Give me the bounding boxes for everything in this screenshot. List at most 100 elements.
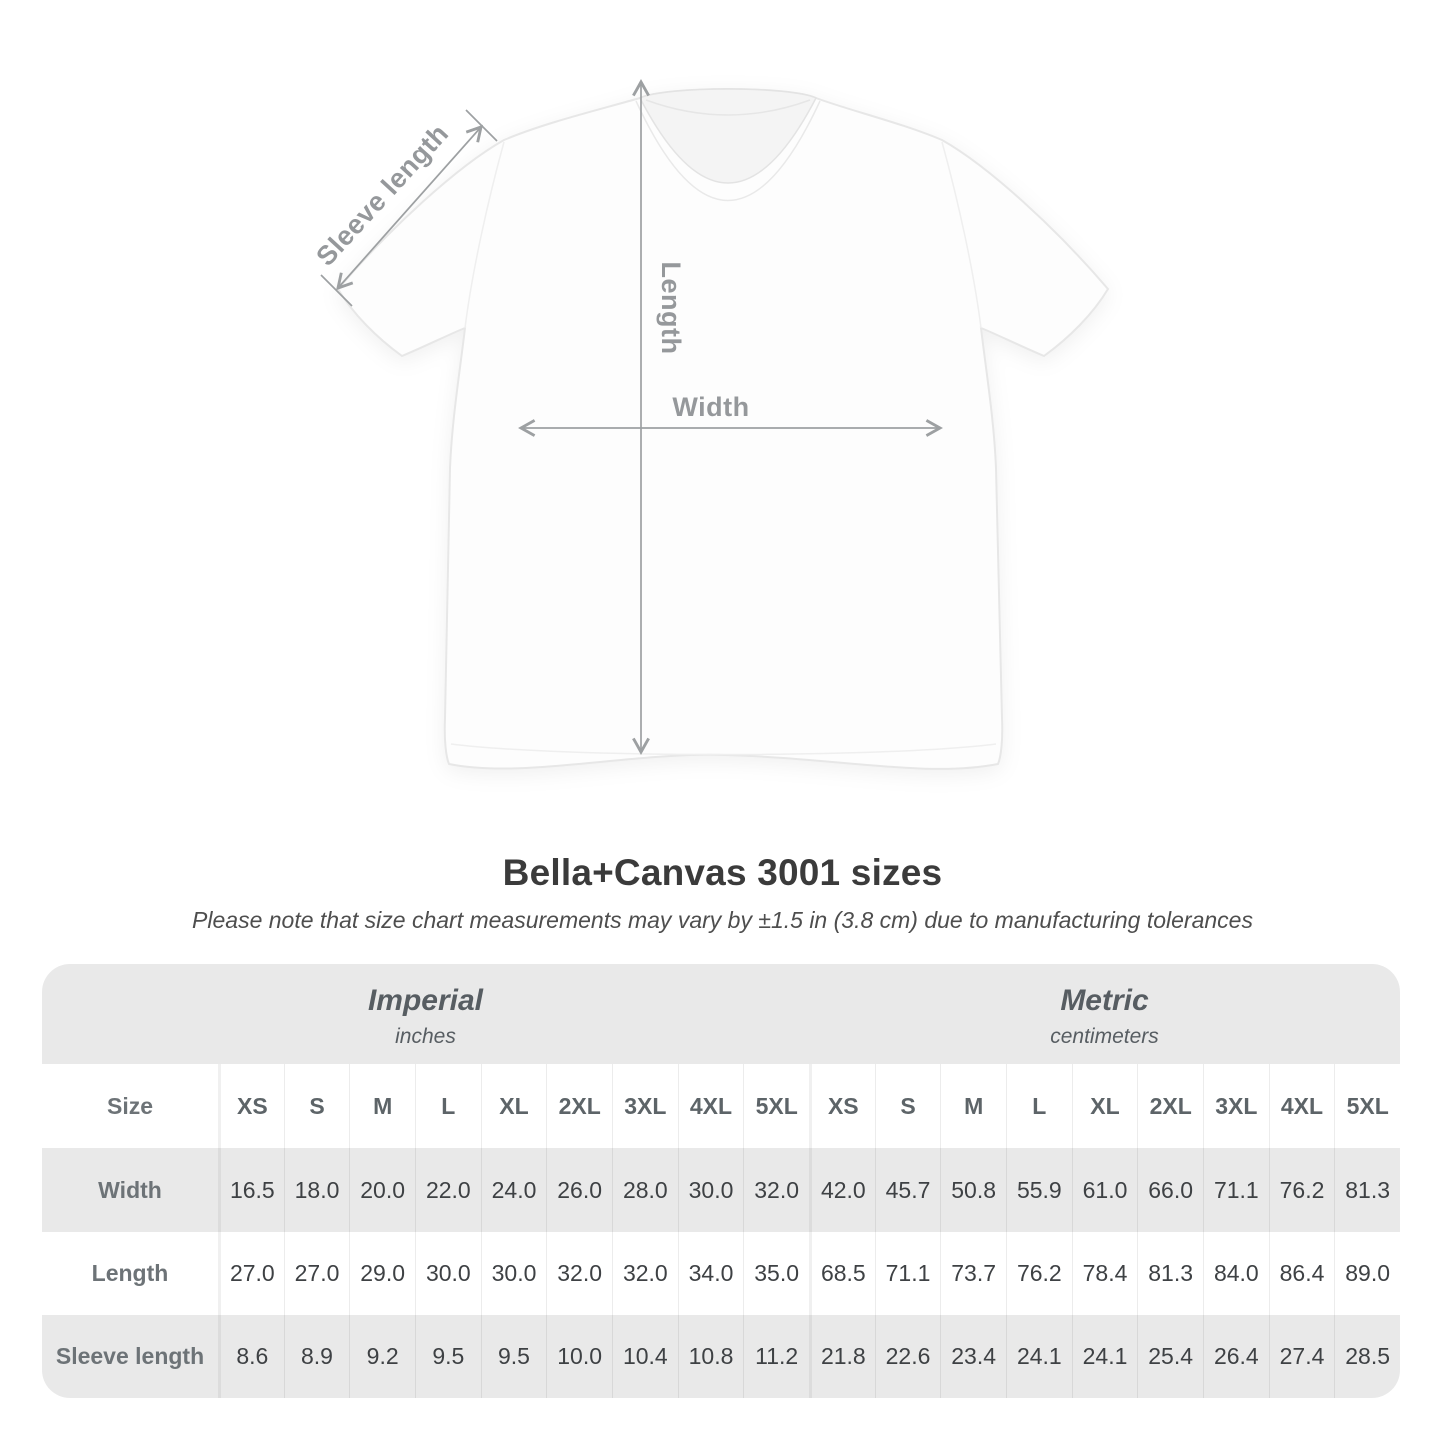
size-col-header: 5XL xyxy=(743,1064,809,1148)
row-sleeve-length: Sleeve length 8.6 8.9 9.2 9.5 9.5 10.0 10.4 10.… xyxy=(42,1315,1400,1398)
length-label: Length xyxy=(656,262,686,355)
value-cell: 81.3 xyxy=(1137,1232,1203,1315)
size-col-header: 3XL xyxy=(1202,1064,1269,1148)
value-cell: 30.0 xyxy=(677,1148,744,1232)
value-cell: 89.0 xyxy=(1334,1232,1400,1315)
collar-opening xyxy=(638,88,818,184)
collar-back-band xyxy=(645,99,811,116)
value-cell: 25.4 xyxy=(1137,1315,1203,1398)
metric-section-header: Metric centimeters xyxy=(809,964,1400,1064)
value-cell: 84.0 xyxy=(1202,1232,1269,1315)
value-cell: 27.0 xyxy=(283,1232,350,1315)
size-col-header: M xyxy=(940,1064,1006,1148)
width-label: Width xyxy=(672,392,749,422)
imperial-title: Imperial xyxy=(367,983,484,1017)
value-cell: 61.0 xyxy=(1071,1148,1138,1232)
value-cell: 68.5 xyxy=(808,1232,875,1315)
measurement-arrows xyxy=(320,79,943,755)
sleeve-arrow-end-tick-bottom xyxy=(320,274,353,307)
value-cell: 34.0 xyxy=(677,1232,744,1315)
value-cell: 30.0 xyxy=(414,1232,481,1315)
value-cell: 10.0 xyxy=(546,1315,612,1398)
value-cell: 30.0 xyxy=(480,1232,547,1315)
table-header-band: Imperial inches Metric centimeters xyxy=(42,964,1400,1064)
value-cell: 73.7 xyxy=(940,1232,1006,1315)
value-cell: 28.5 xyxy=(1334,1315,1400,1398)
size-col-header: XL xyxy=(480,1064,547,1148)
size-col-header: 2XL xyxy=(1137,1064,1203,1148)
value-cell: 76.2 xyxy=(1005,1232,1072,1315)
length-row-label: Length xyxy=(91,1260,169,1286)
value-cell: 10.8 xyxy=(677,1315,744,1398)
sleeve-length-arrow xyxy=(336,124,483,291)
value-cell: 86.4 xyxy=(1268,1232,1335,1315)
size-chart-table: Imperial inches Metric centimeters Size … xyxy=(42,964,1400,1398)
value-cell: 21.8 xyxy=(808,1315,875,1398)
value-cell: 32.0 xyxy=(611,1232,678,1315)
imperial-section-header: Imperial inches xyxy=(42,964,809,1064)
value-cell: 71.1 xyxy=(1202,1148,1269,1232)
value-cell: 32.0 xyxy=(546,1232,612,1315)
value-cell: 9.2 xyxy=(349,1315,415,1398)
value-cell: 22.0 xyxy=(414,1148,481,1232)
value-cell: 66.0 xyxy=(1137,1148,1203,1232)
size-col-header: XL xyxy=(1071,1064,1138,1148)
value-cell: 50.8 xyxy=(940,1148,1006,1232)
value-cell: 45.7 xyxy=(874,1148,941,1232)
value-cell: 26.0 xyxy=(546,1148,612,1232)
value-cell: 26.4 xyxy=(1202,1315,1269,1398)
value-cell: 71.1 xyxy=(874,1232,941,1315)
value-cell: 29.0 xyxy=(349,1232,415,1315)
size-col-header: 3XL xyxy=(611,1064,678,1148)
value-cell: 11.2 xyxy=(743,1315,809,1398)
value-cell: 35.0 xyxy=(743,1232,809,1315)
size-col-header: L xyxy=(1005,1064,1072,1148)
size-col-header: XS xyxy=(808,1064,875,1148)
imperial-unit: inches xyxy=(395,1024,456,1048)
size-col-header: 5XL xyxy=(1334,1064,1400,1148)
value-cell: 8.9 xyxy=(283,1315,350,1398)
armhole-seam-right xyxy=(941,141,982,329)
row-width: Width 16.5 18.0 20.0 22.0 24.0 26.0 28.0 30.0 32… xyxy=(42,1148,1400,1232)
size-col-header: S xyxy=(283,1064,350,1148)
value-cell: 76.2 xyxy=(1268,1148,1335,1232)
value-cell: 42.0 xyxy=(808,1148,875,1232)
metric-unit: centimeters xyxy=(1050,1024,1159,1048)
collar-front-seam xyxy=(635,100,821,201)
value-cell: 32.0 xyxy=(743,1148,809,1232)
value-cell: 24.1 xyxy=(1071,1315,1138,1398)
value-cell: 24.1 xyxy=(1005,1315,1072,1398)
value-cell: 28.0 xyxy=(611,1148,678,1232)
value-cell: 9.5 xyxy=(414,1315,481,1398)
size-col-header: 2XL xyxy=(546,1064,612,1148)
value-cell: 55.9 xyxy=(1005,1148,1072,1232)
metric-title: Metric xyxy=(1060,983,1149,1017)
value-cell: 10.4 xyxy=(611,1315,678,1398)
value-cell: 20.0 xyxy=(349,1148,415,1232)
tshirt-measurement-diagram: Sleeve length Length Width xyxy=(310,79,1110,770)
size-col-header: 4XL xyxy=(677,1064,744,1148)
row-length: Length 27.0 27.0 29.0 30.0 30.0 32.0 32.0 34.0 3… xyxy=(42,1232,1400,1315)
tshirt-illustration xyxy=(336,88,1110,770)
value-cell: 16.5 xyxy=(218,1148,284,1232)
size-col-header: 4XL xyxy=(1268,1064,1335,1148)
size-col-header: S xyxy=(874,1064,941,1148)
size-col-header: XS xyxy=(218,1064,284,1148)
value-cell: 27.4 xyxy=(1268,1315,1335,1398)
tolerance-note: Please note that size chart measurements… xyxy=(192,907,1253,933)
value-cell: 24.0 xyxy=(480,1148,547,1232)
size-header-row: Size XS S M L XL 2XL 3XL 4XL 5XL XS S M L XL 2XL 3XL 4XL… xyxy=(42,1064,1400,1148)
size-col-header: M xyxy=(349,1064,415,1148)
value-cell: 81.3 xyxy=(1334,1148,1400,1232)
sleeve-arrow-end-tick-top xyxy=(465,109,498,142)
value-cell: 27.0 xyxy=(218,1232,284,1315)
hem-seam xyxy=(450,743,997,756)
width-row-label: Width xyxy=(98,1176,162,1203)
size-row-label: Size xyxy=(106,1092,154,1119)
value-cell: 22.6 xyxy=(874,1315,941,1398)
size-col-header: L xyxy=(414,1064,481,1148)
value-cell: 9.5 xyxy=(480,1315,547,1398)
sleeve-length-row-label: Sleeve length xyxy=(55,1343,205,1369)
value-cell: 78.4 xyxy=(1071,1232,1138,1315)
